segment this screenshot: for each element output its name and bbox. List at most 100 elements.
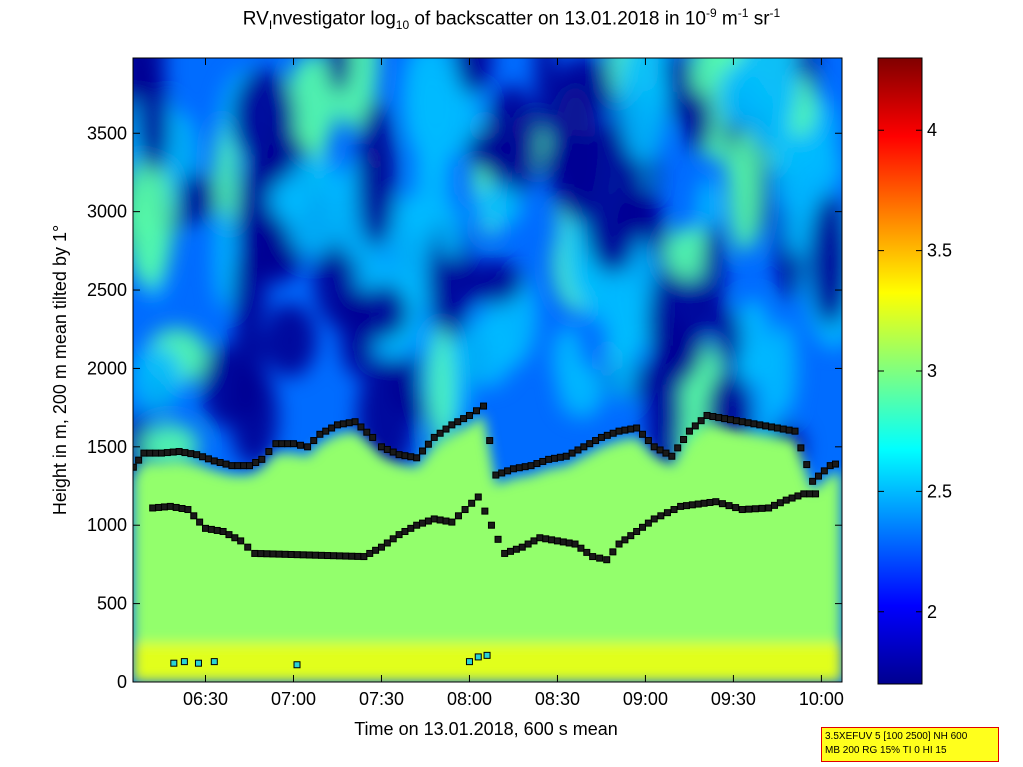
layer-top-marker: [465, 411, 473, 419]
layer-top-marker: [272, 440, 280, 448]
layer-top-marker: [407, 453, 415, 461]
title-part: -1: [769, 6, 781, 20]
layer-low-marker: [657, 512, 665, 520]
layer-low-marker: [712, 498, 720, 506]
layer-low-marker: [401, 527, 409, 535]
layer-low-marker: [336, 552, 344, 560]
title-part: sr: [748, 8, 770, 30]
field-patch: [133, 345, 184, 413]
field-patch: [282, 154, 345, 258]
surface-marker: [194, 659, 202, 667]
layer-low-marker: [275, 550, 283, 558]
layer-top-marker: [333, 421, 341, 429]
field-patch: [771, 321, 798, 416]
title-part: -1: [737, 6, 749, 20]
layer-low-marker: [806, 490, 814, 498]
layer-low-marker: [481, 507, 489, 515]
layer-low-marker: [213, 526, 221, 534]
layer-top-marker: [146, 449, 154, 457]
colorbar-tick-label: 2.5: [927, 481, 952, 501]
layer-low-marker: [507, 547, 515, 555]
x-tick-label: 10:00: [799, 689, 844, 709]
layer-low-marker: [281, 550, 289, 558]
field-patch: [177, 172, 218, 224]
layer-top-marker: [389, 448, 397, 456]
layer-top-marker: [697, 417, 705, 425]
layer-low-marker: [782, 496, 790, 504]
layer-low-marker: [251, 549, 259, 557]
layer-top-marker: [621, 426, 629, 434]
layer-top-marker: [627, 425, 635, 433]
layer-low-marker: [542, 535, 550, 543]
layer-top-marker: [460, 415, 468, 423]
layer-top-marker: [430, 433, 438, 441]
layer-low-marker: [776, 499, 784, 507]
surface-marker: [210, 658, 218, 666]
field-patch: [787, 138, 842, 198]
colorbar-tick-label: 3.5: [927, 241, 952, 261]
layer-low-marker: [788, 494, 796, 502]
layer-top-marker: [633, 424, 641, 432]
field-patch: [356, 99, 398, 248]
field-patch: [201, 345, 243, 427]
layer-top-marker: [732, 417, 740, 425]
layer-low-marker: [670, 506, 678, 514]
layer-low-marker: [231, 534, 239, 542]
layer-top-marker: [187, 450, 195, 458]
y-tick-label: 2000: [87, 358, 127, 378]
layer-low-marker: [424, 517, 432, 525]
y-tick-label: 500: [97, 594, 127, 614]
layer-low-marker: [342, 552, 350, 560]
layer-top-marker: [297, 441, 305, 449]
layer-low-marker: [155, 503, 163, 511]
layer-top-marker: [662, 449, 670, 457]
layer-top-marker: [304, 443, 312, 451]
layer-top-marker: [738, 418, 746, 426]
field-patch: [213, 209, 235, 310]
field-patch: [454, 58, 493, 95]
field-patch: [268, 178, 308, 222]
x-tick-label: 06:30: [183, 689, 228, 709]
layer-top-marker: [158, 449, 166, 457]
layer-low-marker: [413, 521, 421, 529]
layer-top-marker: [328, 424, 336, 432]
layer-low-marker: [577, 544, 585, 552]
colorbar-tick-label: 4: [927, 120, 937, 140]
y-tick-label: 2500: [87, 280, 127, 300]
layer-top-marker: [691, 422, 699, 430]
x-tick-label: 08:30: [535, 689, 580, 709]
title-part: I: [268, 18, 273, 33]
field-patch: [741, 58, 798, 151]
layer-top-marker: [726, 416, 734, 424]
layer-top-marker: [515, 464, 523, 472]
layer-low-marker: [184, 506, 192, 514]
layer-top-marker: [436, 429, 444, 437]
layer-low-marker: [530, 537, 538, 545]
layer-top-marker: [310, 437, 318, 445]
layer-low-marker: [269, 550, 277, 558]
field-surface-area: [133, 642, 842, 682]
layer-low-marker: [694, 500, 702, 508]
layer-top-marker: [413, 454, 421, 462]
layer-top-marker: [377, 443, 385, 451]
surface-marker: [180, 658, 188, 666]
layer-top-marker: [680, 436, 688, 444]
colorbar: [877, 57, 923, 685]
y-axis-label: Height in m, 200 m mean tilted by 1°: [50, 225, 70, 515]
layer-low-marker: [609, 548, 617, 556]
layer-top-marker: [779, 425, 787, 433]
layer-low-marker: [366, 549, 374, 557]
layer-low-marker: [650, 515, 658, 523]
field-patch: [137, 60, 169, 174]
layer-top-marker: [181, 449, 189, 457]
layer-top-marker: [492, 471, 500, 479]
layer-top-marker: [545, 455, 553, 463]
layer-low-marker: [354, 552, 362, 560]
layer-low-marker: [324, 552, 332, 560]
layer-low-marker: [442, 517, 450, 525]
colorbar-tick-label: 2: [927, 602, 937, 622]
layer-top-marker: [709, 413, 717, 421]
layer-low-marker: [548, 536, 556, 544]
layer-top-marker: [258, 455, 266, 463]
